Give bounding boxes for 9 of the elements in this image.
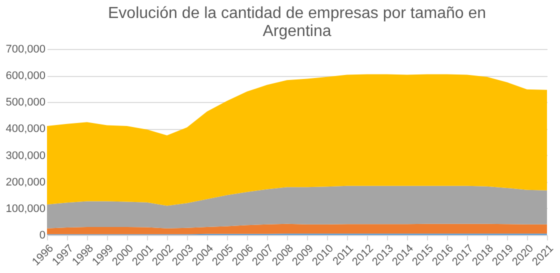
y-tick-label: 500,000 [6, 96, 46, 109]
y-tick-label: 400,000 [6, 123, 46, 136]
chart-title: Evolución de la cantidad de empresas por tamaño en Argentina [108, 5, 486, 40]
y-tick-label: 200,000 [6, 176, 46, 188]
y-tick-label: 0 [39, 230, 46, 242]
y-tick-label: 700,000 [6, 44, 46, 56]
y-tick-label: 600,000 [6, 70, 46, 82]
y-tick-label: 100,000 [6, 202, 46, 215]
y-tick-label: 300,000 [6, 150, 46, 162]
